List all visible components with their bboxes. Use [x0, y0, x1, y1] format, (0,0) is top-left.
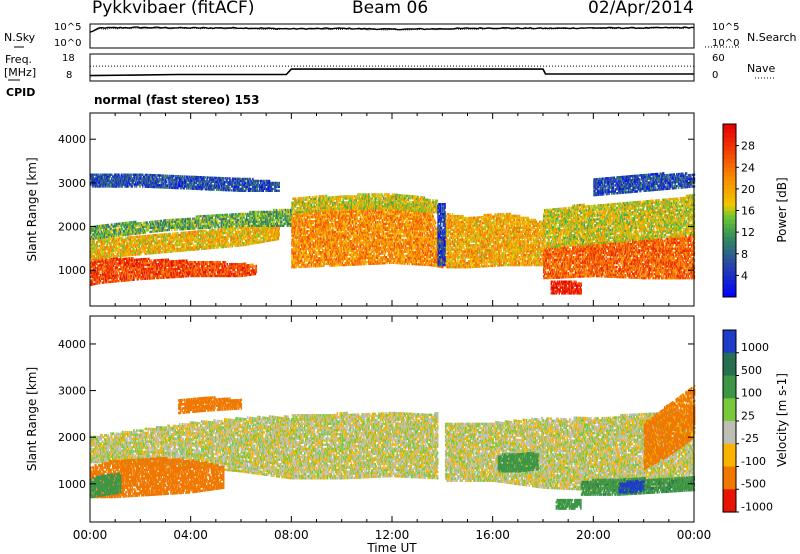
power-cell: [102, 268, 103, 270]
noise-line-1: [90, 28, 694, 33]
freq-panel-frame: [90, 54, 694, 81]
power-cell: [126, 239, 127, 241]
power-cell: [155, 259, 156, 261]
power-cell: [207, 261, 208, 263]
power-cell: [118, 280, 119, 282]
power-cell: [97, 245, 98, 247]
power-cell: [174, 260, 175, 262]
power-cell: [152, 244, 153, 246]
power-cell: [203, 261, 204, 263]
power-cell: [151, 260, 152, 262]
power-cell: [164, 233, 165, 235]
power-band-0: [90, 255, 257, 285]
power-cell: [131, 236, 132, 238]
power-cell: [256, 265, 257, 267]
freq-line: [90, 69, 694, 76]
power-cell: [252, 263, 253, 265]
power-cell: [113, 269, 114, 271]
power-cell: [119, 237, 120, 239]
power-cell: [175, 250, 176, 252]
power-cell: [132, 240, 133, 242]
power-cell: [118, 274, 119, 276]
power-panel: [90, 172, 695, 294]
power-cell: [250, 264, 251, 266]
power-cell: [165, 237, 166, 239]
power-cell: [116, 272, 117, 274]
power-cell: [100, 280, 101, 282]
power-cell: [94, 283, 95, 285]
power-cell: [225, 261, 226, 263]
power-cell: [95, 257, 96, 259]
